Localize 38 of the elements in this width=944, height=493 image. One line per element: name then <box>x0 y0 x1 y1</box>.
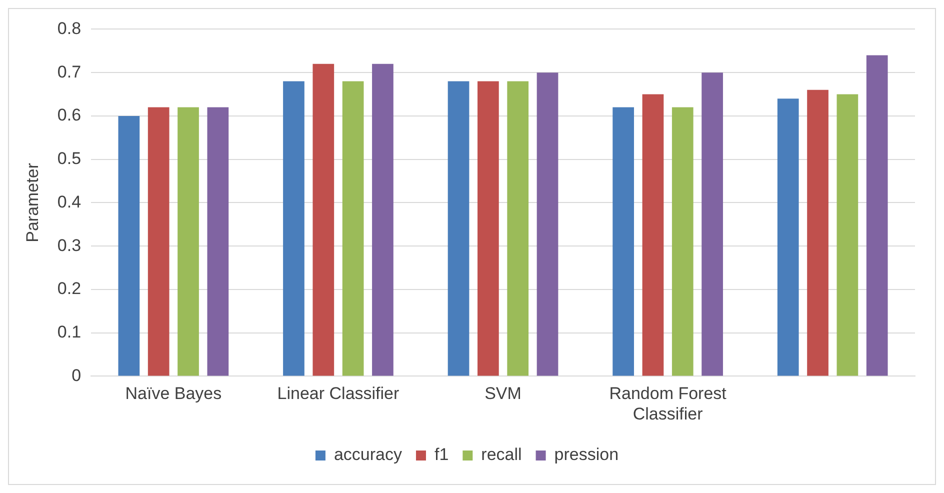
y-axis-title: Parameter <box>22 162 42 242</box>
bar <box>807 90 828 376</box>
bar <box>836 94 858 376</box>
bar <box>148 107 170 376</box>
bar <box>372 64 394 376</box>
bar <box>866 55 888 376</box>
bar <box>612 107 634 376</box>
y-tick-label: 0.6 <box>57 106 82 125</box>
bar <box>642 94 664 376</box>
bar <box>312 64 334 376</box>
x-tick-label: SVM <box>484 384 522 404</box>
y-tick-label: 0.1 <box>57 322 82 342</box>
x-tick-label: Naïve Bayes <box>125 384 222 404</box>
legend-label: accuracy <box>334 445 402 464</box>
legend-label: pression <box>554 445 619 464</box>
bar <box>702 72 723 376</box>
legend-label: f1 <box>434 445 449 464</box>
x-tick-label: Random Forest Classifier <box>609 384 727 424</box>
bar <box>777 98 799 376</box>
y-tick-label: 0.7 <box>57 62 82 82</box>
y-tick-label: 0.8 <box>57 18 82 38</box>
y-tick-label: 0.5 <box>57 149 82 168</box>
bar <box>672 107 694 376</box>
y-tick-label: 0.2 <box>57 279 82 298</box>
bar <box>536 72 558 376</box>
bar <box>478 81 499 376</box>
bar <box>448 81 470 376</box>
bar <box>207 107 229 376</box>
bar <box>283 81 304 376</box>
x-tick-label: Linear Classifier <box>277 384 400 404</box>
y-tick-label: 0 <box>72 366 82 385</box>
legend-label: recall <box>481 445 522 464</box>
y-tick-label: 0.3 <box>57 236 82 255</box>
bar <box>118 116 140 376</box>
bar <box>178 107 199 376</box>
bar <box>342 81 364 376</box>
y-tick-label: 0.4 <box>57 192 82 212</box>
bar <box>507 81 529 376</box>
